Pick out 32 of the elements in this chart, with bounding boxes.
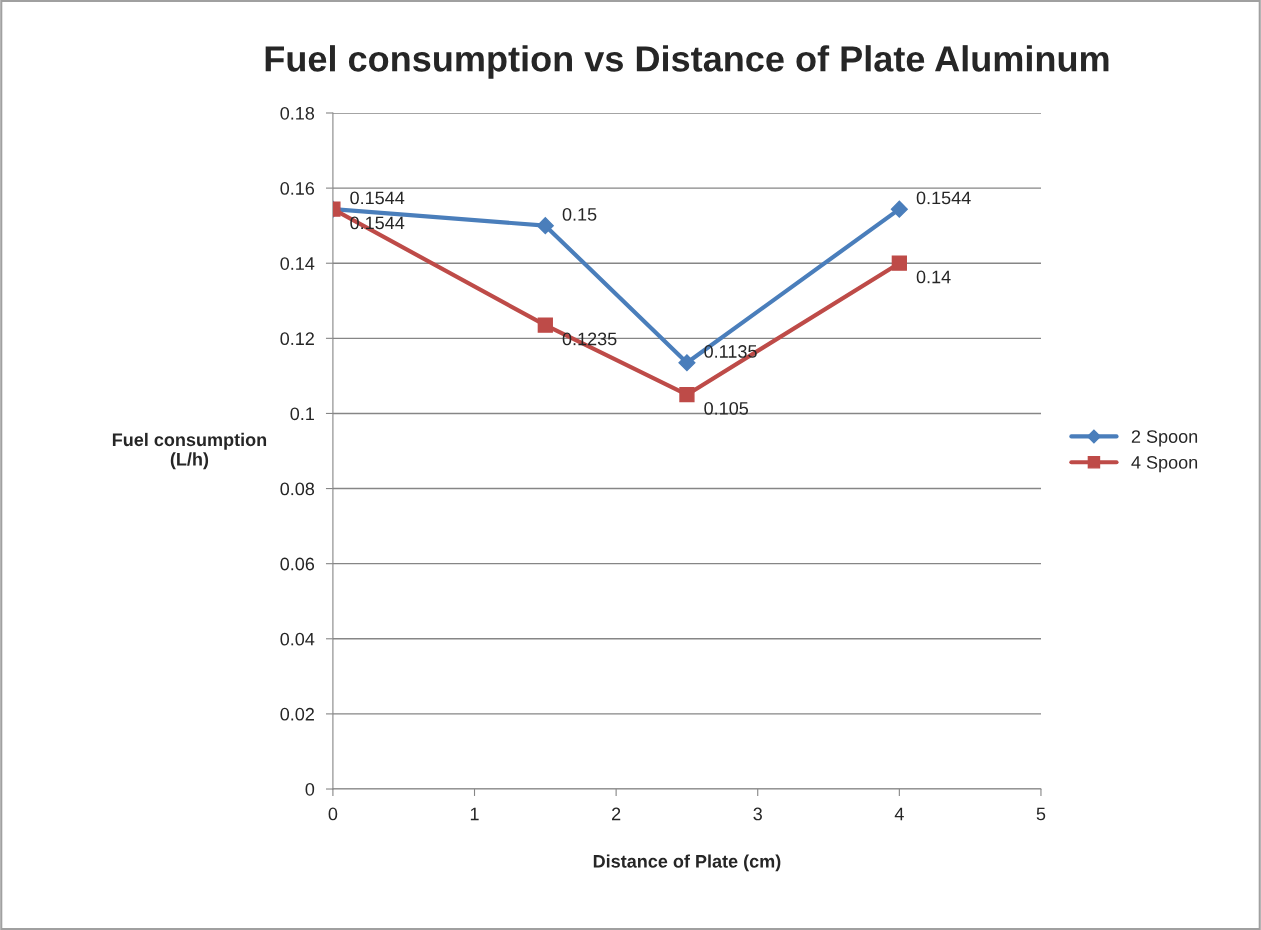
data-label: 0.105 <box>704 402 749 415</box>
y-tick-label: 0.12 <box>280 332 314 346</box>
x-axis-title: Distance of Plate (cm) <box>593 854 781 872</box>
x-tick-label: 0 <box>328 807 338 821</box>
point <box>536 217 554 235</box>
y-tick-label: 0.08 <box>280 482 315 496</box>
x-tick-label: 2 <box>612 807 621 821</box>
x-tick-label: 1 <box>470 807 479 821</box>
y-tick-label: 0.16 <box>280 182 315 195</box>
data-label: 0.14 <box>916 270 951 284</box>
legend-label: 4 Spoon <box>1131 455 1198 473</box>
y-axis-title: Fuel consumption (L/h) <box>112 432 267 470</box>
y-tick-label: 0.04 <box>280 632 315 646</box>
x-tick-label: 3 <box>753 807 762 821</box>
x-tick-label: 4 <box>894 807 904 821</box>
y-tick-label: 0.06 <box>280 557 315 571</box>
y-tick-label: 0.1 <box>290 407 314 421</box>
point <box>678 354 696 372</box>
point <box>891 255 907 271</box>
point <box>890 200 908 218</box>
legend-label: 2 Spoon <box>1131 430 1198 447</box>
data-label: 0.1544 <box>916 191 971 205</box>
point <box>679 387 695 403</box>
y-tick-label: 0.18 <box>280 106 315 120</box>
data-label: 0.15 <box>562 208 597 221</box>
y-tick-label: 0.14 <box>280 257 315 270</box>
point <box>537 317 553 333</box>
x-tick-label: 5 <box>1036 807 1046 821</box>
y-tick-label: 0.02 <box>280 707 314 721</box>
data-label: 0.1544 <box>350 191 405 205</box>
y-tick-label: 0 <box>305 782 315 796</box>
chart-title: Fuel consumption vs Distance of Plate Aluminum <box>265 45 1109 79</box>
